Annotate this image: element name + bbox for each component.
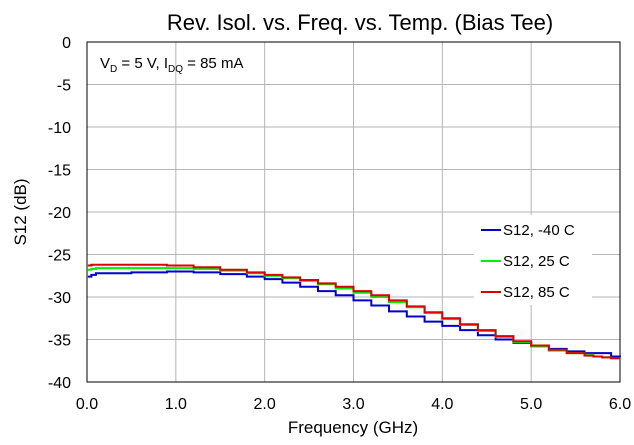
legend-label: S12, 85 C	[503, 284, 570, 301]
x-tick-label: 1.0	[165, 396, 187, 413]
x-axis-label: Frequency (GHz)	[288, 418, 418, 437]
series-line-2	[87, 263, 620, 360]
x-tick-label: 6.0	[609, 396, 631, 413]
legend-label: S12, -40 C	[503, 222, 575, 239]
series-lines	[87, 263, 621, 360]
grid	[87, 42, 620, 382]
y-axis-label: S12 (dB)	[11, 178, 30, 245]
x-tick-label: 3.0	[342, 396, 364, 413]
x-tick-label: 0.0	[76, 396, 98, 413]
bias-annotation: VD = 5 V, IDQ = 85 mA	[100, 55, 243, 75]
y-tick-label: -35	[48, 333, 71, 350]
chart-title: Rev. Isol. vs. Freq. vs. Temp. (Bias Tee…	[167, 10, 553, 35]
y-tick-label: -40	[48, 375, 71, 392]
x-tick-label: 5.0	[520, 396, 542, 413]
y-tick-label: -5	[57, 78, 71, 95]
y-tick-label: -30	[48, 290, 71, 307]
tick-labels: 0.0 1.0 2.0 3.0 4.0 5.0 6.0 0 -5 -10 -15 -20 -25 -30 -…	[48, 35, 631, 413]
y-tick-label: -20	[48, 205, 71, 222]
x-tick-label: 4.0	[431, 396, 453, 413]
legend: S12, -40 C S12, 25 C S12, 85 C	[481, 222, 575, 301]
x-tick-label: 2.0	[254, 396, 276, 413]
plot-area	[86, 41, 621, 383]
legend-label: S12, 25 C	[503, 253, 570, 270]
y-tick-label: -10	[48, 120, 71, 137]
y-tick-label: -15	[48, 163, 71, 180]
y-tick-label: 0	[62, 35, 71, 52]
y-tick-label: -25	[48, 248, 71, 265]
